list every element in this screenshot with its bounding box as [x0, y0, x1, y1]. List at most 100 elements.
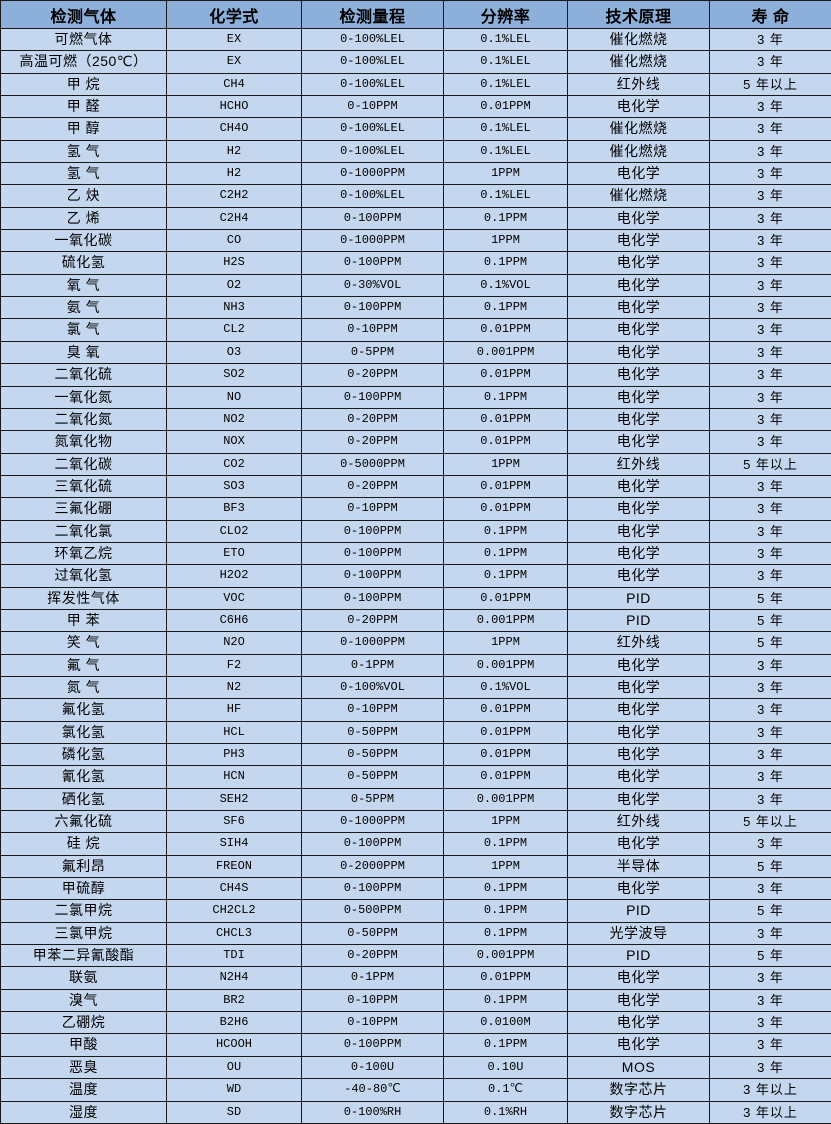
cell-range: 0-10PPM — [302, 319, 444, 341]
cell-range: 0-100PPM — [302, 587, 444, 609]
cell-formula: N2H4 — [167, 967, 302, 989]
cell-principle: 电化学 — [568, 408, 710, 430]
cell-principle: 电化学 — [568, 833, 710, 855]
cell-range: 0-100%LEL — [302, 29, 444, 51]
cell-life: 3 年 — [710, 1012, 831, 1034]
cell-principle: PID — [568, 900, 710, 922]
cell-formula: TDI — [167, 945, 302, 967]
cell-principle: 电化学 — [568, 96, 710, 118]
cell-life: 3 年 — [710, 364, 831, 386]
cell-principle: 电化学 — [568, 207, 710, 229]
cell-life: 3 年 — [710, 989, 831, 1011]
cell-resolution: 0.1PPM — [444, 989, 568, 1011]
cell-range: 0-50PPM — [302, 744, 444, 766]
cell-principle: 电化学 — [568, 744, 710, 766]
cell-formula: H2S — [167, 252, 302, 274]
cell-life: 3 年 — [710, 274, 831, 296]
cell-resolution: 0.01PPM — [444, 744, 568, 766]
column-header-resolution: 分辨率 — [444, 1, 568, 29]
cell-range: 0-100%LEL — [302, 51, 444, 73]
cell-principle: 电化学 — [568, 788, 710, 810]
cell-range: 0-50PPM — [302, 766, 444, 788]
cell-life: 5 年以上 — [710, 811, 831, 833]
cell-resolution: 0.1%VOL — [444, 274, 568, 296]
cell-resolution: 0.01PPM — [444, 364, 568, 386]
cell-gas: 二氧化氯 — [1, 520, 167, 542]
cell-resolution: 0.1PPM — [444, 833, 568, 855]
cell-resolution: 0.1%LEL — [444, 185, 568, 207]
cell-gas: 二氧化硫 — [1, 364, 167, 386]
cell-life: 3 年 — [710, 766, 831, 788]
cell-principle: 电化学 — [568, 274, 710, 296]
cell-range: 0-1PPM — [302, 654, 444, 676]
cell-formula: OU — [167, 1056, 302, 1078]
cell-life: 5 年以上 — [710, 453, 831, 475]
cell-principle: 电化学 — [568, 1034, 710, 1056]
cell-gas: 乙 烯 — [1, 207, 167, 229]
cell-gas: 一氧化碳 — [1, 230, 167, 252]
cell-resolution: 0.1%LEL — [444, 73, 568, 95]
cell-life: 5 年 — [710, 609, 831, 631]
cell-principle: 电化学 — [568, 364, 710, 386]
header-row: 检测气体 化学式 检测量程 分辨率 技术原理 寿 命 — [1, 1, 831, 29]
cell-range: 0-100PPM — [302, 252, 444, 274]
cell-gas: 二氧化碳 — [1, 453, 167, 475]
column-header-life: 寿 命 — [710, 1, 831, 29]
cell-life: 3 年 — [710, 319, 831, 341]
cell-life: 3 年 — [710, 565, 831, 587]
cell-principle: 电化学 — [568, 520, 710, 542]
cell-gas: 环氧乙烷 — [1, 542, 167, 564]
cell-principle: 电化学 — [568, 431, 710, 453]
cell-principle: 数字芯片 — [568, 1079, 710, 1101]
cell-resolution: 0.1%VOL — [444, 676, 568, 698]
cell-formula: SD — [167, 1101, 302, 1123]
cell-range: 0-2000PPM — [302, 855, 444, 877]
cell-principle: 电化学 — [568, 475, 710, 497]
cell-gas: 三氟化硼 — [1, 498, 167, 520]
cell-range: -40-80℃ — [302, 1079, 444, 1101]
cell-resolution: 0.01PPM — [444, 766, 568, 788]
cell-range: 0-100PPM — [302, 207, 444, 229]
cell-resolution: 0.01PPM — [444, 319, 568, 341]
cell-life: 3 年 — [710, 29, 831, 51]
cell-principle: 电化学 — [568, 699, 710, 721]
cell-range: 0-100U — [302, 1056, 444, 1078]
cell-formula: CH4 — [167, 73, 302, 95]
cell-range: 0-100%LEL — [302, 185, 444, 207]
cell-principle: 半导体 — [568, 855, 710, 877]
cell-resolution: 0.01PPM — [444, 587, 568, 609]
cell-principle: PID — [568, 587, 710, 609]
cell-gas: 硅 烷 — [1, 833, 167, 855]
cell-gas: 甲硫醇 — [1, 878, 167, 900]
cell-range: 0-1000PPM — [302, 163, 444, 185]
cell-principle: 红外线 — [568, 811, 710, 833]
cell-principle: 催化燃烧 — [568, 118, 710, 140]
cell-gas: 甲苯二异氰酸酯 — [1, 945, 167, 967]
cell-range: 0-20PPM — [302, 364, 444, 386]
cell-principle: 电化学 — [568, 565, 710, 587]
cell-formula: CHCL3 — [167, 922, 302, 944]
cell-gas: 溴气 — [1, 989, 167, 1011]
cell-principle: 电化学 — [568, 297, 710, 319]
cell-life: 3 年 — [710, 408, 831, 430]
cell-resolution: 0.1PPM — [444, 520, 568, 542]
